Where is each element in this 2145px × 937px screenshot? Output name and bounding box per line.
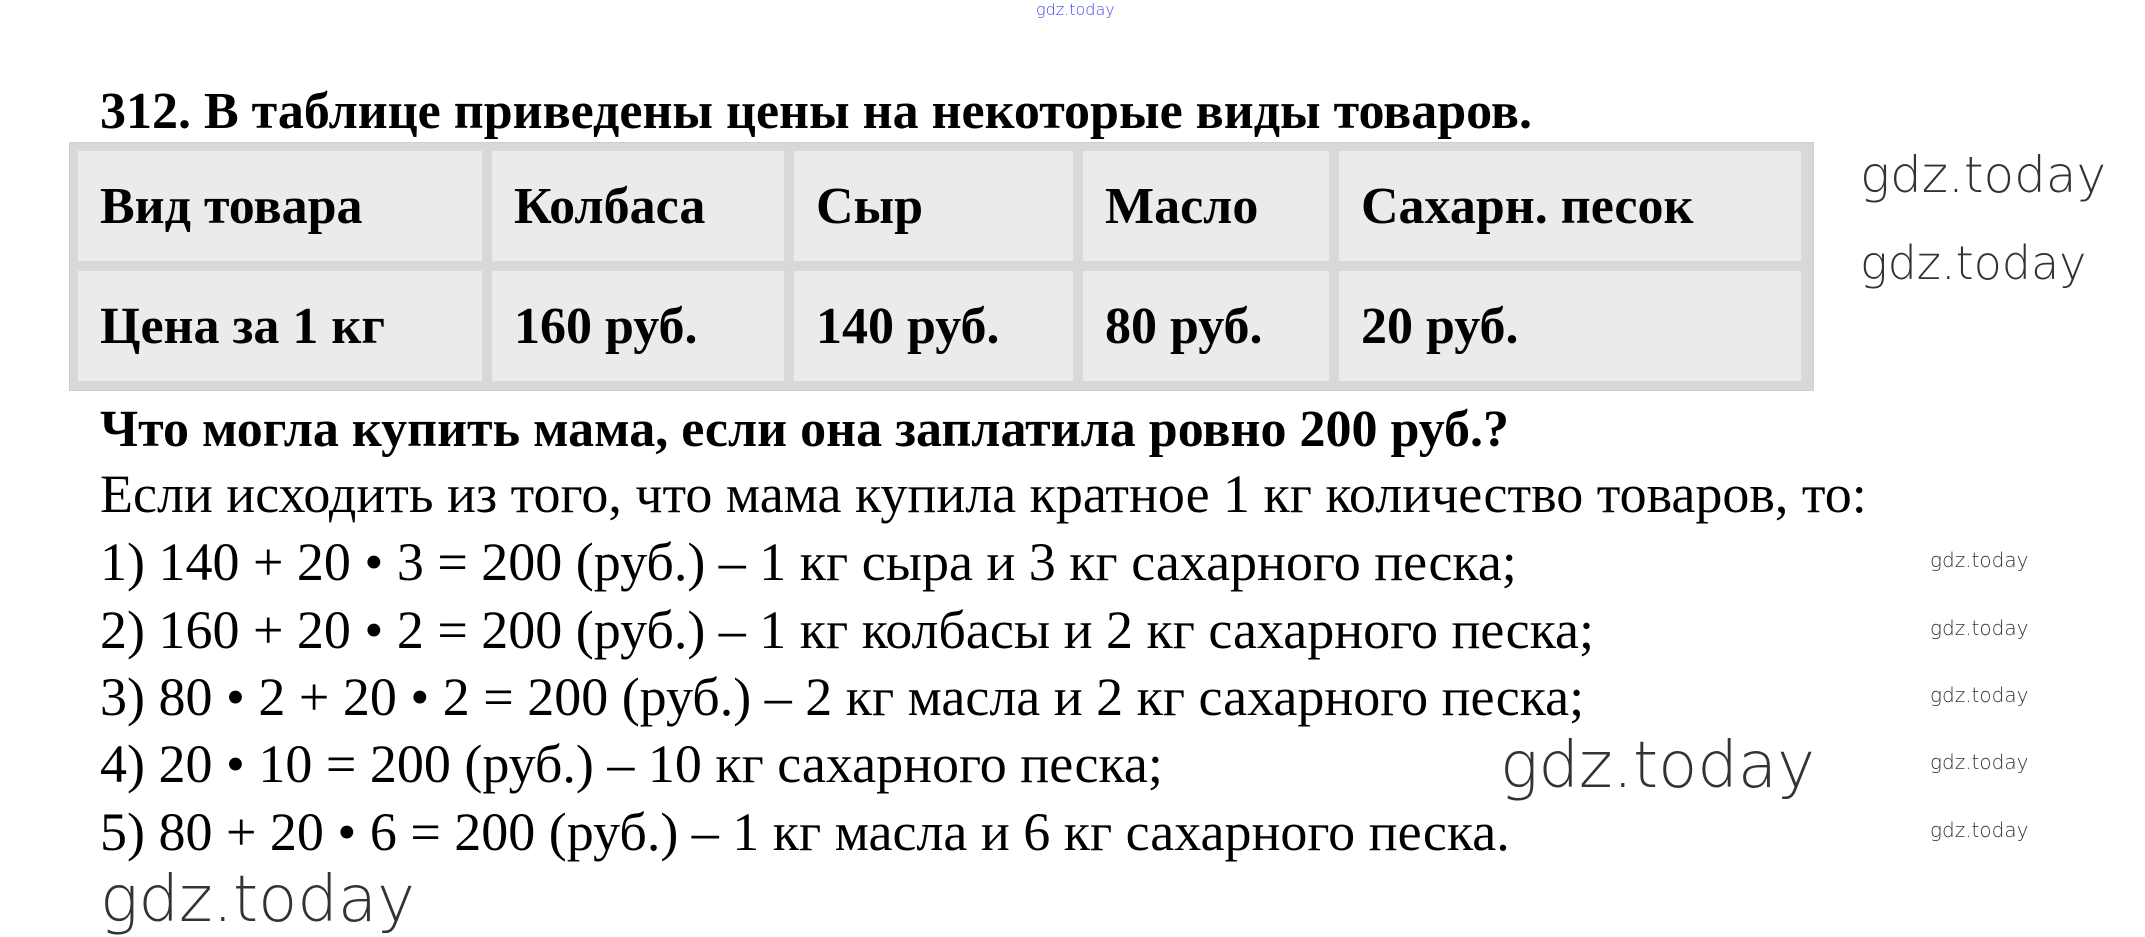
solution-item: 1) 140 + 20 • 3 = 200 (руб.) – 1 кг сыра… — [100, 532, 1517, 592]
watermark: gdz.today — [1930, 750, 2029, 774]
watermark: gdz.today — [1036, 0, 1115, 19]
table-header-cell: Масло — [1081, 149, 1331, 263]
solution-item: 2) 160 + 20 • 2 = 200 (руб.) – 1 кг колб… — [100, 600, 1595, 660]
solution-item: 4) 20 • 10 = 200 (руб.) – 10 кг сахарног… — [100, 734, 1163, 794]
table-cell: 80 руб. — [1081, 269, 1331, 383]
watermark: gdz.today — [1930, 616, 2029, 640]
table-header-cell: Сахарн. песок — [1337, 149, 1803, 263]
price-table: Вид товара Колбаса Сыр Масло Сахарн. пес… — [69, 142, 1814, 391]
solution-item: 5) 80 + 20 • 6 = 200 (руб.) – 1 кг масла… — [100, 802, 1510, 862]
table-header-cell: Вид товара — [76, 149, 484, 263]
watermark: gdz.today — [1930, 548, 2029, 572]
table-cell: 160 руб. — [490, 269, 786, 383]
watermark: gdz.today — [100, 863, 415, 937]
table-header-cell: Сыр — [792, 149, 1075, 263]
solution-item: 3) 80 • 2 + 20 • 2 = 200 (руб.) – 2 кг м… — [100, 667, 1585, 727]
table-cell: Цена за 1 кг — [76, 269, 484, 383]
table-header-cell: Колбаса — [490, 149, 786, 263]
solution-intro: Если исходить из того, что мама купила к… — [100, 464, 1867, 524]
problem-title: 312. В таблице приведены цены на некотор… — [100, 83, 1532, 140]
table-cell: 140 руб. — [792, 269, 1075, 383]
watermark: gdz.today — [1930, 683, 2029, 707]
watermark: gdz.today — [1860, 146, 2107, 204]
watermark: gdz.today — [1930, 818, 2029, 842]
table-cell: 20 руб. — [1337, 269, 1803, 383]
watermark: gdz.today — [1860, 236, 2087, 290]
question: Что могла купить мама, если она заплатил… — [100, 401, 1510, 458]
watermark: gdz.today — [1500, 729, 1815, 803]
